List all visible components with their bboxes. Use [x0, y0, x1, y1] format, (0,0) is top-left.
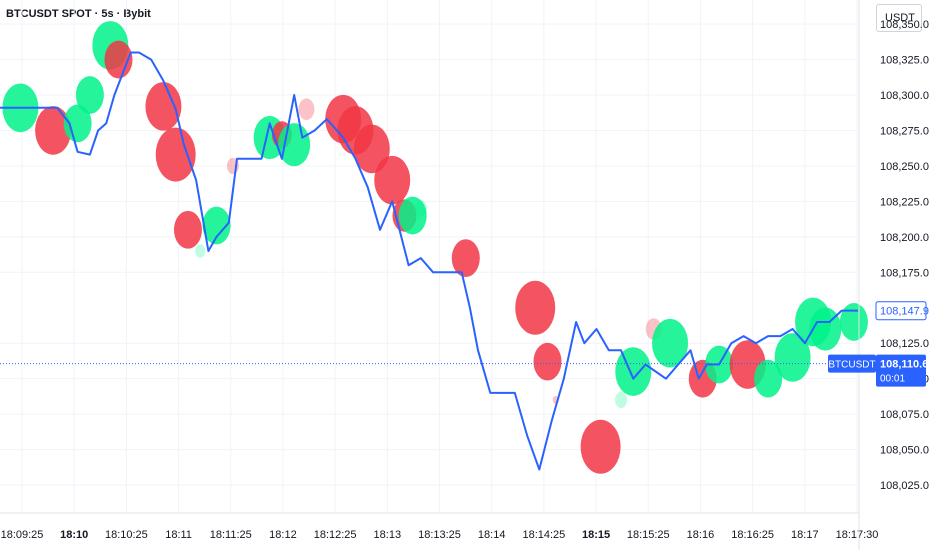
- price-badges: 108,147.9 BTCUSDT 108,110.6 00:01: [828, 301, 929, 387]
- symbol-label: BTCUSDT: [828, 360, 875, 371]
- buy-bubble: [615, 347, 652, 396]
- x-tick-label: 18:16: [687, 529, 715, 541]
- y-tick-label: 108,050.0: [880, 445, 929, 457]
- x-tick-label: 18:12:25: [314, 529, 357, 541]
- x-tick-label: 18:14: [478, 529, 506, 541]
- x-tick-label: 18:14:25: [522, 529, 565, 541]
- grid: [0, 0, 858, 512]
- sell-bubble: [155, 127, 196, 182]
- sell-bubble: [353, 124, 390, 174]
- y-tick-label: 108,125.0: [880, 338, 929, 350]
- y-tick-label: 108,025.0: [880, 480, 929, 492]
- buy-bubble: [195, 244, 206, 258]
- price-line: [0, 51, 858, 471]
- y-tick-label: 108,275.0: [880, 125, 929, 137]
- trade-bubbles: [2, 21, 868, 474]
- buy-bubble: [278, 123, 311, 167]
- y-tick-label: 108,300.0: [880, 90, 929, 102]
- y-tick-label: 108,225.0: [880, 196, 929, 208]
- buy-bubble: [615, 391, 628, 409]
- x-tick-label: 18:09:25: [1, 529, 44, 541]
- x-tick-label: 18:12: [269, 529, 297, 541]
- sell-bubble: [298, 98, 315, 121]
- x-tick-label: 18:17:30: [836, 529, 879, 541]
- sell-bubble: [104, 40, 133, 79]
- y-tick-label: 108,325.0: [880, 55, 929, 67]
- y-tick-label: 108,200.0: [880, 232, 929, 244]
- y-tick-label: 108,075.0: [880, 409, 929, 421]
- price-line-layer: [0, 51, 858, 471]
- x-tick-label: 18:15: [582, 529, 610, 541]
- buy-bubble: [63, 104, 92, 143]
- buy-bubble: [839, 303, 868, 341]
- x-tick-label: 18:10:25: [105, 529, 148, 541]
- currency-button[interactable]: USDT: [876, 4, 922, 32]
- sell-bubble: [374, 155, 411, 205]
- x-tick-label: 18:10: [60, 529, 88, 541]
- current-price-label: 108,110.6: [880, 359, 928, 371]
- x-tick-label: 18:13:25: [418, 529, 461, 541]
- x-tick-label: 18:15:25: [627, 529, 670, 541]
- y-tick-label: 108,175.0: [880, 267, 929, 279]
- last-price-badge: [875, 301, 927, 321]
- chart-title: BTCUSDT SPOT · 5s · Bybit: [6, 8, 151, 20]
- buy-bubble: [774, 333, 811, 382]
- sell-bubble: [145, 82, 182, 131]
- x-tick-label: 18:11:25: [210, 529, 252, 541]
- sell-bubble: [173, 210, 202, 249]
- y-tick-label: 108,350.0: [880, 19, 929, 31]
- buy-bubble: [202, 206, 231, 245]
- y-tick-label: 108,250.0: [880, 161, 929, 173]
- buy-bubble: [414, 200, 427, 217]
- buy-bubble: [652, 318, 689, 368]
- buy-bubble: [754, 359, 783, 398]
- sell-bubble: [580, 419, 621, 474]
- buy-bubble: [75, 76, 104, 114]
- x-tick-label: 18:13: [374, 529, 402, 541]
- sell-bubble: [533, 342, 562, 381]
- sell-bubble: [35, 106, 72, 155]
- last-price-label: 108,147.9: [880, 306, 929, 318]
- x-tick-label: 18:16:25: [731, 529, 774, 541]
- x-tick-label: 18:17: [791, 529, 819, 541]
- symbol-badge: [828, 354, 876, 373]
- countdown-timer: 00:01: [880, 374, 905, 385]
- buy-bubble: [398, 196, 427, 235]
- x-tick-label: 18:11: [165, 529, 192, 541]
- sell-bubble: [515, 280, 556, 335]
- sell-bubble: [451, 239, 480, 278]
- current-price-badge: [876, 354, 926, 387]
